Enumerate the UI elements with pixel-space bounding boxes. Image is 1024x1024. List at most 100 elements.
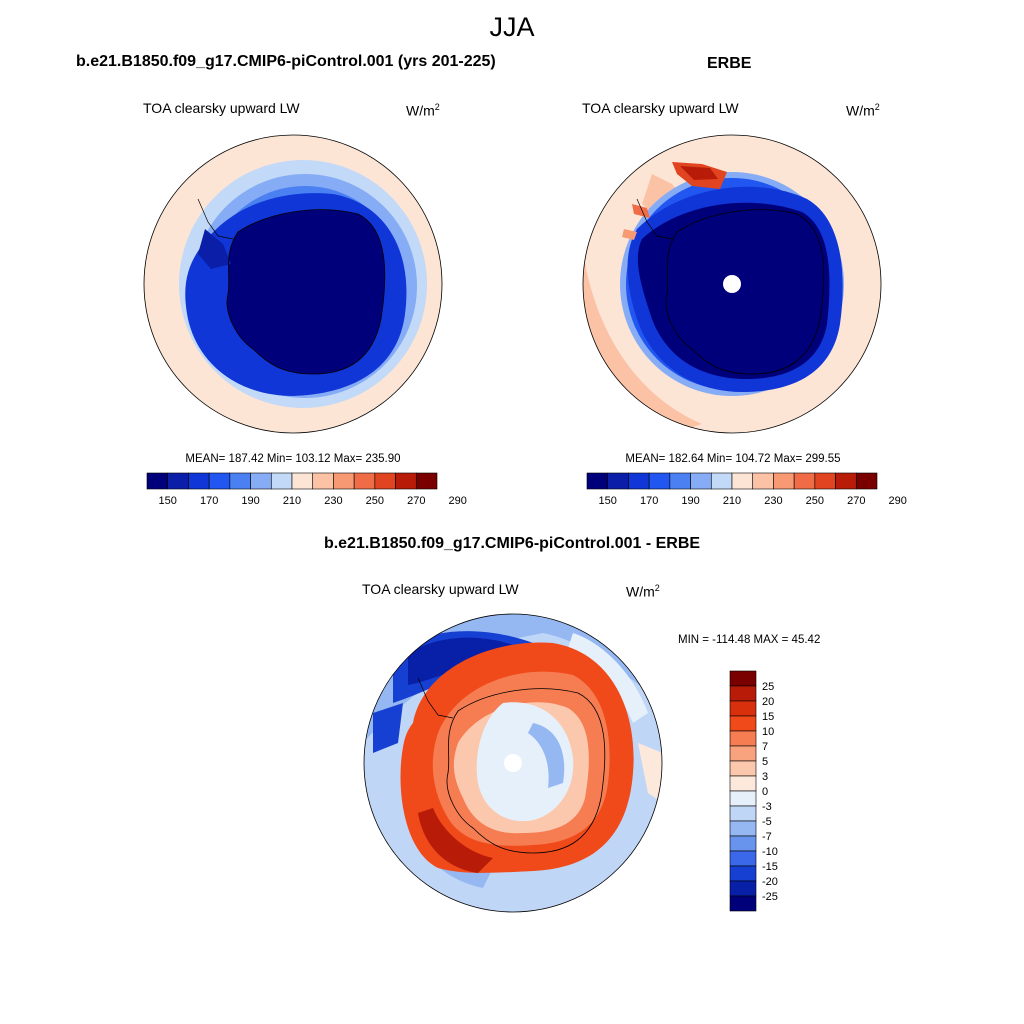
obs-colorbar-cell [773, 472, 795, 490]
diff-colorbar-cell [729, 835, 757, 852]
model-coastline [226, 209, 386, 375]
diff-colorbar-cell [729, 850, 757, 867]
obs-colorbar-cell [731, 472, 754, 490]
obs-colorbar-cell [814, 472, 836, 490]
diff-colorbar-cell [729, 790, 757, 807]
diff-colorbar-cell [729, 670, 757, 687]
diff-colorbar-tick: 10 [762, 726, 774, 738]
obs-polar-hole [723, 275, 741, 293]
diff-colorbar-cell [729, 715, 757, 732]
diff-colorbar-cell [729, 805, 757, 822]
diff-stats: MIN = -114.48 MAX = 45.42 [678, 634, 821, 646]
model-colorbar-cell [146, 472, 169, 490]
model-colorbar-cell [353, 472, 376, 490]
diff-colorbar-cell [729, 685, 757, 702]
obs-colorbar: 150 170 190 210 230 250 270 290 [586, 472, 907, 507]
obs-colorbar-cell [669, 472, 691, 490]
diff-colorbar-tick: -20 [762, 876, 778, 888]
diff-positive-sw [418, 808, 493, 873]
model-colorbar-cell [415, 472, 438, 490]
obs-colorbar-cell [586, 472, 609, 490]
obs-colorbar-cell [690, 472, 712, 490]
model-colorbar-tick: 150 [159, 495, 177, 507]
obs-colorbar-cell [648, 472, 671, 490]
model-colorbar-tick: 250 [366, 495, 384, 507]
obs-colorbar-cell [607, 472, 629, 490]
diff-colorbar-tick: -7 [762, 831, 772, 843]
diff-colorbar-tick: 25 [762, 681, 774, 693]
model-colorbar-cell [312, 472, 334, 490]
diff-colorbar-cell [729, 700, 757, 717]
obs-colorbar-tick: 170 [640, 495, 658, 507]
diff-colorbar-cell [729, 775, 757, 792]
figure-title: JJA [489, 12, 535, 42]
model-colorbar-cell [188, 472, 210, 490]
model-ice-sheet [227, 209, 385, 374]
obs-colorbar-tick: 230 [764, 495, 782, 507]
obs-colorbar-tick: 150 [599, 495, 617, 507]
diff-colorbar-tick: 7 [762, 741, 768, 753]
model-map-border [143, 134, 443, 434]
model-colorbar-cell [374, 472, 396, 490]
model-colorbar-tick: 190 [241, 495, 259, 507]
diff-colorbar-tick: -25 [762, 891, 778, 903]
model-colorbar: 150 170 190 210 230 250 270 290 [146, 472, 467, 507]
obs-colorbar-tick: 290 [889, 495, 907, 507]
diff-polar-hole [504, 754, 522, 772]
diff-polar-map [363, 613, 663, 913]
diff-coastline [446, 688, 606, 854]
diff-colorbar-tick: 0 [762, 786, 768, 798]
model-colorbar-cell [250, 472, 272, 490]
diff-colorbar-tick: -5 [762, 816, 772, 828]
obs-panel-title: ERBE [707, 55, 752, 72]
obs-colorbar-cell [752, 472, 774, 490]
obs-polar-map [582, 134, 882, 434]
obs-stats: MEAN= 182.64 Min= 104.72 Max= 299.55 [625, 453, 841, 465]
obs-map-border [582, 134, 882, 434]
diff-colorbar-tick: 5 [762, 756, 768, 768]
model-colorbar-cell [270, 472, 293, 490]
diff-colorbar-tick: -10 [762, 846, 778, 858]
model-colorbar-cell [229, 472, 251, 490]
obs-variable-label: TOA clearsky upward LW [582, 100, 739, 116]
model-variable-label: TOA clearsky upward LW [143, 100, 300, 116]
diff-colorbar-tick: -3 [762, 801, 772, 813]
diff-units: W/m2 [626, 583, 660, 600]
diff-colorbar-cell [729, 880, 757, 897]
model-peninsula-coast [197, 198, 234, 240]
model-colorbar-cell [208, 472, 231, 490]
model-colorbar-tick: 210 [283, 495, 301, 507]
model-colorbar-tick: 230 [324, 495, 342, 507]
model-colorbar-tick: 270 [407, 495, 425, 507]
diff-colorbar-tick: 20 [762, 696, 774, 708]
model-stats: MEAN= 187.42 Min= 103.12 Max= 235.90 [185, 453, 401, 465]
diff-colorbar-tick: -15 [762, 861, 778, 873]
model-colorbar-tick: 290 [449, 495, 467, 507]
model-panel-title: b.e21.B1850.f09_g17.CMIP6-piControl.001 … [76, 53, 496, 70]
model-colorbar-tick: 170 [200, 495, 218, 507]
obs-colorbar-tick: 250 [806, 495, 824, 507]
obs-colorbar-cell [628, 472, 650, 490]
diff-colorbar-cell [729, 895, 757, 912]
obs-colorbar-cell [793, 472, 816, 490]
diff-panel-title: b.e21.B1850.f09_g17.CMIP6-piControl.001 … [323, 535, 701, 552]
obs-colorbar-cell [835, 472, 857, 490]
model-units: W/m2 [406, 102, 440, 119]
diff-colorbar-tick: 15 [762, 711, 774, 723]
model-colorbar-cell [167, 472, 189, 490]
obs-units: W/m2 [846, 102, 880, 119]
obs-colorbar-tick: 190 [681, 495, 699, 507]
diff-colorbar: 25 20 15 10 7 5 3 0 -3 -5 -7 -10 -15 -20 -25 [729, 670, 778, 912]
model-polar-map [143, 134, 443, 434]
diff-colorbar-cell [729, 760, 757, 777]
diff-colorbar-cell [729, 820, 757, 837]
diff-map-border [363, 613, 663, 913]
obs-colorbar-tick: 210 [723, 495, 741, 507]
diff-colorbar-cell [729, 730, 757, 747]
diff-colorbar-tick: 3 [762, 771, 768, 783]
model-colorbar-cell [333, 472, 355, 490]
diff-colorbar-cell [729, 865, 757, 882]
model-peninsula-shade [198, 229, 231, 269]
diff-colorbar-cell [729, 745, 757, 762]
diff-variable-label: TOA clearsky upward LW [362, 581, 519, 597]
